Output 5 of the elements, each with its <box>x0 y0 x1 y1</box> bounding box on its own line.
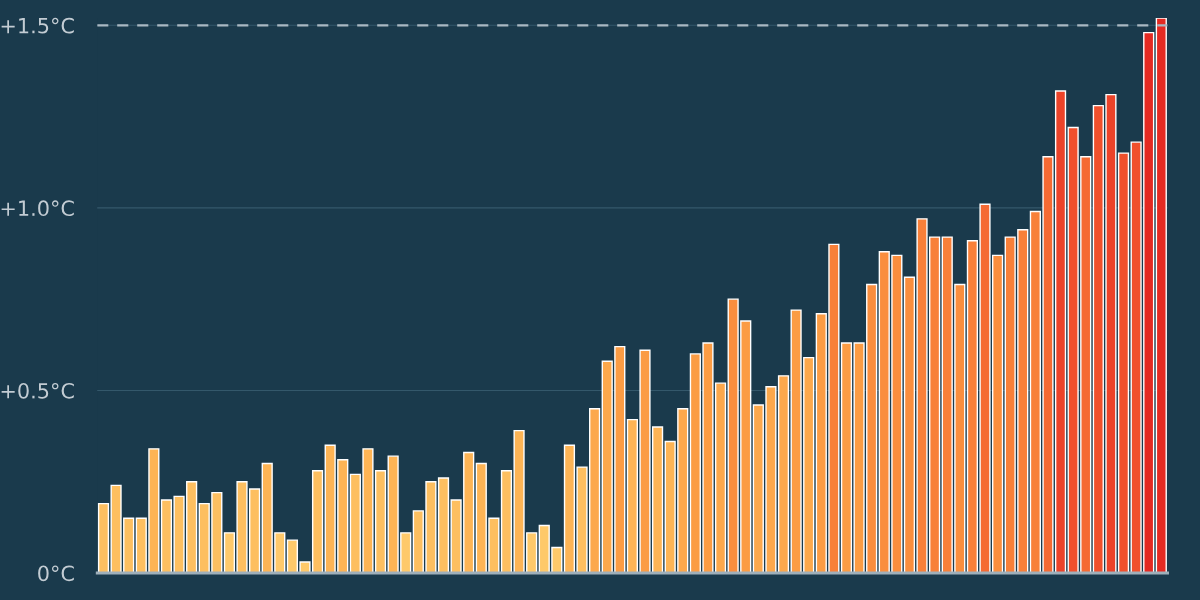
y-tick-label: +1.5°C <box>1 17 74 34</box>
y-tick-label: +0.5°C <box>1 382 74 399</box>
bar <box>1155 18 1167 573</box>
y-tick-label: 0°C <box>38 565 74 582</box>
y-tick-label: +1.0°C <box>1 200 74 217</box>
